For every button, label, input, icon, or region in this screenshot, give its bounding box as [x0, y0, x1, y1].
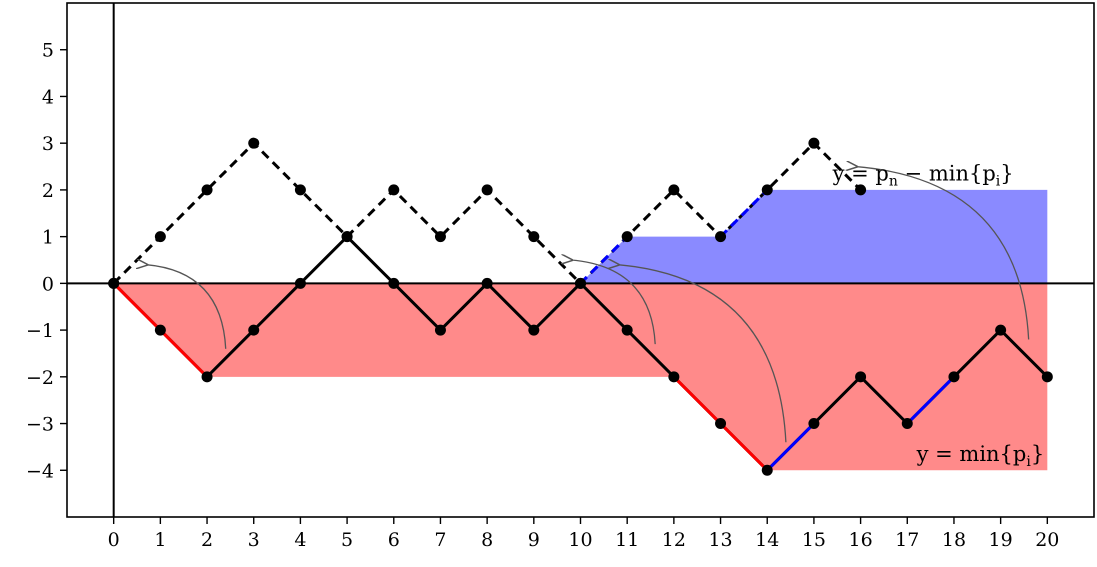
series-2-point: [154, 231, 166, 243]
series-1-point: [901, 418, 913, 430]
series-1-point: [855, 371, 867, 383]
annotation-arrow-3: [618, 265, 787, 443]
series-1-point: [154, 324, 166, 336]
y-tick-label: 4: [42, 86, 54, 108]
series-1-point: [294, 277, 306, 289]
series-2-point: [294, 184, 306, 196]
x-tick-label: 16: [848, 529, 872, 551]
series-2-point: [481, 184, 493, 196]
series-2-point: [341, 231, 353, 243]
ticks-layer: 0 1 2 3 4 5 6 7 8 9 10 11 12 13 14 15 16 17 18 19 20−4−3−2−1…: [26, 40, 1059, 551]
x-tick-label: 13: [708, 529, 732, 551]
series-2-point: [108, 277, 120, 289]
x-tick-label: 0: [108, 529, 120, 551]
series-2-point: [621, 231, 633, 243]
y-tick-label: 0: [42, 273, 54, 295]
series-1-point: [434, 324, 446, 336]
x-tick-label: 9: [528, 529, 540, 551]
series-2-point: [668, 184, 680, 196]
series-1-point: [808, 418, 820, 430]
x-tick-label: 7: [434, 529, 446, 551]
x-tick-label: 10: [568, 529, 592, 551]
y-tick-label: 1: [42, 227, 54, 249]
series-1-point: [948, 371, 960, 383]
series-1-point: [528, 324, 540, 336]
series-2-point: [434, 231, 446, 243]
difference-profile-fill: [580, 189, 1048, 284]
series-2-point: [528, 231, 540, 243]
blue-segment-2: [906, 375, 956, 425]
x-tick-label: 15: [802, 529, 826, 551]
series-1-point: [621, 324, 633, 336]
y-tick-label: −1: [26, 320, 54, 342]
series-1-point: [761, 464, 773, 476]
blue-dashed-segment-2: [719, 188, 769, 238]
annotation-arrow-2: [571, 260, 656, 345]
series-2-point: [388, 184, 400, 196]
annotation-layer: y = min{pi} y = pn − min{pi}: [832, 162, 1045, 470]
y-tick-label: 2: [42, 180, 54, 202]
series-2-point: [808, 137, 820, 149]
series-1-point: [388, 277, 400, 289]
series-1-point: [1041, 371, 1053, 383]
y-tick-label: −3: [26, 414, 54, 436]
x-tick-label: 19: [989, 529, 1013, 551]
series-2-point: [715, 231, 727, 243]
y-tick-label: −2: [26, 367, 54, 389]
x-tick-label: 18: [942, 529, 966, 551]
series-1-point: [201, 371, 213, 383]
series-2-point: [248, 137, 260, 149]
x-tick-label: 2: [201, 529, 213, 551]
x-tick-label: 3: [248, 529, 260, 551]
series-layer: [108, 137, 1053, 476]
x-tick-label: 8: [481, 529, 493, 551]
series-2-point: [201, 184, 213, 196]
annotation-label-1: y = min{pi}: [916, 442, 1045, 470]
y-tick-label: 3: [42, 133, 54, 155]
x-tick-label: 4: [294, 529, 306, 551]
x-tick-label: 12: [662, 529, 686, 551]
blue-segment-1: [766, 422, 815, 472]
annotation-arrow-4: [856, 167, 1030, 340]
x-tick-label: 1: [154, 529, 166, 551]
x-tick-label: 14: [755, 529, 779, 551]
blue-dashed-segment-1: [579, 235, 629, 285]
series-1-point: [995, 324, 1007, 336]
x-tick-label: 20: [1035, 529, 1059, 551]
series-1-point: [668, 371, 680, 383]
x-tick-label: 6: [388, 529, 400, 551]
x-tick-label: 5: [341, 529, 353, 551]
x-tick-label: 17: [895, 529, 919, 551]
arrow-layer: [146, 167, 1030, 443]
series-1-point: [248, 324, 260, 336]
series-2-point: [761, 184, 773, 196]
x-tick-label: 11: [615, 529, 639, 551]
series-1-point: [715, 418, 727, 430]
annotation-label-2: y = pn − min{pi}: [832, 162, 1014, 190]
y-tick-label: 5: [42, 40, 54, 62]
y-tick-label: −4: [26, 460, 54, 482]
annotation-arrow-1: [146, 265, 227, 349]
series-1-point: [481, 277, 493, 289]
series-2-point: [575, 277, 586, 289]
series-2-point: [855, 184, 867, 196]
min-profile-fill: [113, 283, 1048, 471]
